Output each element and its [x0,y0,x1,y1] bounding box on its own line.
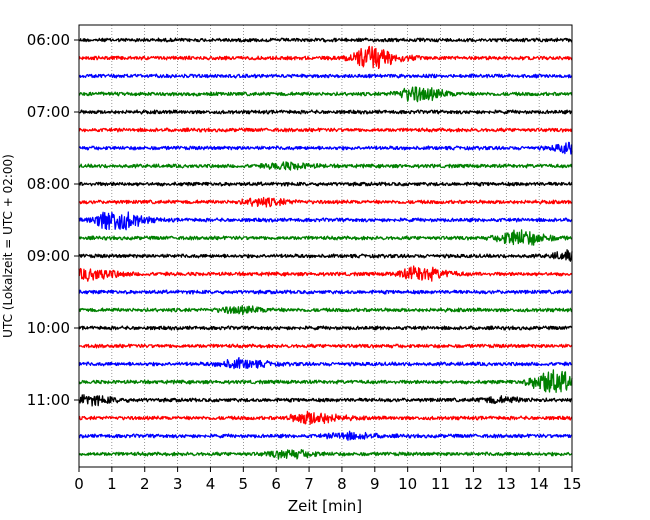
seismic-trace [78,449,573,460]
seismic-trace [78,304,573,316]
seismic-trace [78,430,573,441]
y-axis-label: UTC (Lokalzeit = UTC + 02:00) [1,154,15,338]
seismic-trace [78,37,573,43]
x-tick-label: 4 [206,475,216,493]
x-tick-label: 2 [140,475,150,493]
x-tick-label: 3 [173,475,183,493]
seismic-trace [78,127,573,133]
y-tick-label: 09:00 [27,247,70,265]
x-tick-label: 15 [562,475,581,493]
seismic-trace [78,289,573,295]
seismic-trace [78,229,573,246]
x-tick-label: 6 [271,475,281,493]
seismic-trace [78,343,573,349]
seismic-trace [78,249,573,262]
seismic-trace [78,181,573,187]
x-tick-label: 7 [304,475,314,493]
seismic-trace [78,357,573,370]
plot-frame [79,25,572,467]
x-tick-label: 5 [239,475,249,493]
x-tick-label: 11 [431,475,450,493]
seismic-trace [78,86,573,103]
traces [78,37,573,460]
x-axis-label: Zeit [min] [288,497,362,515]
y-tick-label: 11:00 [27,391,70,409]
y-tick-label: 06:00 [27,31,70,49]
seismic-trace [78,109,573,115]
x-tick-label: 0 [74,475,84,493]
seismic-trace [78,394,573,407]
y-tick-label: 08:00 [27,175,70,193]
x-tick-label: 10 [398,475,417,493]
seismic-trace [78,141,573,155]
x-tick-label: 12 [464,475,483,493]
seismic-trace [78,45,573,70]
y-tick-label: 07:00 [27,103,70,121]
seismic-trace [78,73,573,79]
y-axis-ticks: 06:00 07:00 08:00 09:00 10:00 11:00 [27,31,79,409]
seismic-trace [78,369,573,393]
x-tick-label: 9 [370,475,380,493]
y-tick-label: 10:00 [27,319,70,337]
x-axis-ticks: 0 1 2 3 4 5 6 7 8 9 10 11 12 13 14 15 [74,467,582,493]
seismic-trace [78,211,573,231]
plot-border [78,24,573,468]
x-tick-label: 14 [530,475,549,493]
seismic-trace [78,410,573,425]
seismic-trace [78,196,573,208]
x-tick-label: 1 [107,475,117,493]
seismic-trace [78,325,573,331]
x-tick-label: 8 [337,475,347,493]
seismic-trace [78,265,573,282]
seismic-trace [78,161,573,171]
x-tick-label: 13 [497,475,516,493]
